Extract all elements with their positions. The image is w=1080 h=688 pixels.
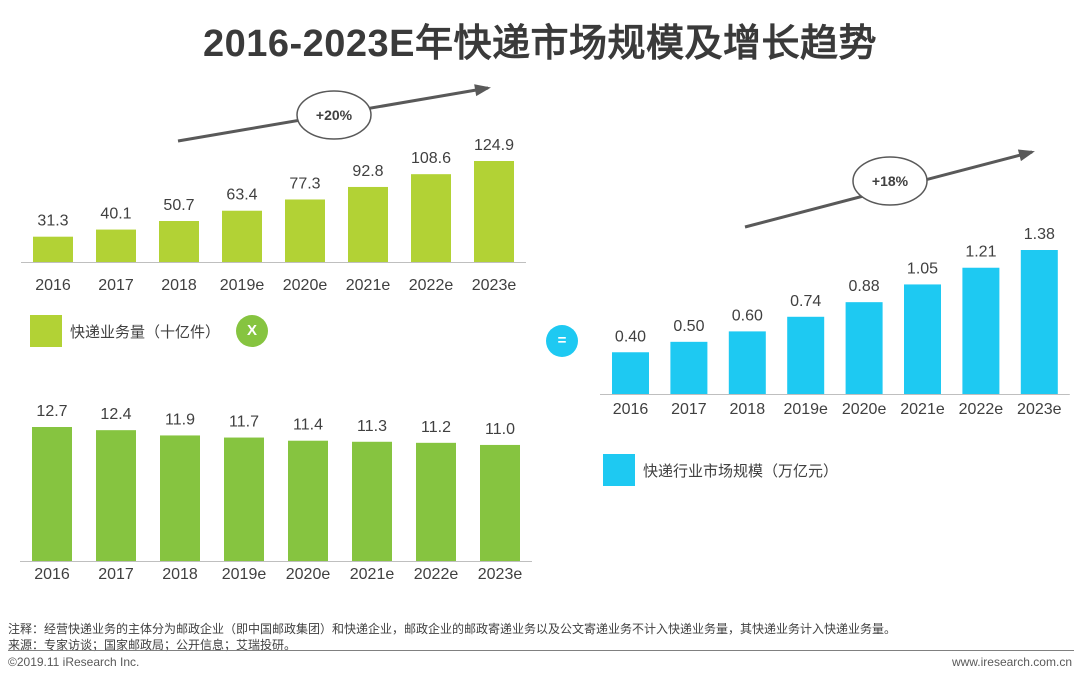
market-arrow-head xyxy=(1017,149,1035,162)
volume-value-label: 50.7 xyxy=(163,197,194,214)
volume-category-label: 2022e xyxy=(409,277,454,294)
volume-bar xyxy=(159,221,199,262)
market-category-label: 2023e xyxy=(1017,401,1062,418)
price-value-label: 11.7 xyxy=(229,414,259,431)
note-text: 注释：经营快递业务的主体分为邮政企业（即中国邮政集团）和快递企业，邮政企业的邮政… xyxy=(8,622,897,636)
volume-value-label: 92.8 xyxy=(352,163,383,180)
market-bar xyxy=(612,352,649,394)
price-value-label: 11.2 xyxy=(421,419,451,436)
footer-copyright: ©2019.11 iResearch Inc. xyxy=(8,655,140,669)
volume-value-label: 31.3 xyxy=(37,213,68,230)
price-category-label: 2019e xyxy=(222,566,267,583)
price-category-label: 2017 xyxy=(98,566,134,583)
volume-bar xyxy=(348,186,388,262)
volume-growth-badge xyxy=(296,90,372,140)
chart-title: 2016-2023E年快递市场规模及增长趋势 xyxy=(202,23,878,65)
market-bar xyxy=(1020,250,1058,394)
price-bar xyxy=(288,440,328,561)
footer-website: www.iresearch.com.cn xyxy=(951,655,1072,669)
legend-volume: 快递业务量（十亿件） xyxy=(30,315,220,347)
market-growth-label: +18% xyxy=(872,173,909,189)
volume-bar xyxy=(33,236,73,262)
volume-category-label: 2021e xyxy=(346,277,391,294)
price-bar xyxy=(96,430,136,561)
legend-market: 快递行业市场规模（万亿元） xyxy=(603,454,838,486)
volume-category-label: 2019e xyxy=(220,277,265,294)
volume-category-label: 2016 xyxy=(35,277,71,294)
price-category-label: 2021e xyxy=(350,566,395,583)
market-value-label: 0.50 xyxy=(673,318,704,335)
market-value-label: 1.05 xyxy=(907,260,938,277)
price-bar xyxy=(352,441,392,561)
market-bar xyxy=(670,341,708,394)
price-bar xyxy=(480,444,520,561)
price-category-label: 2018 xyxy=(162,566,198,583)
volume-bar xyxy=(411,174,451,262)
volume-category-label: 2020e xyxy=(283,277,328,294)
volume-value-label: 40.1 xyxy=(100,206,131,223)
market-value-label: 0.74 xyxy=(790,293,821,310)
price-bar xyxy=(160,435,200,561)
market-bar xyxy=(787,316,825,394)
volume-category-label: 2018 xyxy=(161,277,197,294)
volume-value-label: 77.3 xyxy=(289,175,320,192)
legend-market-swatch xyxy=(603,454,635,486)
volume-value-label: 108.6 xyxy=(411,150,451,167)
market-category-label: 2022e xyxy=(959,401,1004,418)
volume-bar xyxy=(222,210,262,262)
price-value-label: 12.4 xyxy=(100,406,131,423)
volume-bar xyxy=(474,161,514,262)
market-value-label: 0.60 xyxy=(732,307,763,324)
price-value-label: 11.9 xyxy=(165,411,195,428)
market-category-label: 2020e xyxy=(842,401,887,418)
price-category-label: 2023e xyxy=(478,566,523,583)
volume-bar xyxy=(285,199,325,262)
market-category-label: 2017 xyxy=(671,401,707,418)
market-category-label: 2019e xyxy=(783,401,828,418)
volume-growth-label: +20% xyxy=(316,107,353,123)
price-bar xyxy=(416,442,456,561)
footer-divider xyxy=(8,650,1074,651)
volume-bar xyxy=(96,229,136,262)
equals-operator-icon: = xyxy=(546,325,578,357)
market-growth-badge xyxy=(852,156,928,206)
market-value-label: 1.38 xyxy=(1024,226,1055,243)
price-value-label: 11.0 xyxy=(485,421,515,438)
price-value-label: 11.4 xyxy=(293,417,323,434)
market-bar xyxy=(728,331,766,394)
market-value-label: 1.21 xyxy=(965,244,996,261)
price-value-label: 11.3 xyxy=(357,418,387,435)
market-value-label: 0.40 xyxy=(615,328,646,345)
market-bar xyxy=(962,267,1000,394)
source-text: 来源：专家访谈；国家邮政局；公开信息；艾瑞投研。 xyxy=(8,638,297,652)
market-value-label: 0.88 xyxy=(849,278,880,295)
price-category-label: 2016 xyxy=(34,566,70,583)
price-category-label: 2020e xyxy=(286,566,331,583)
market-category-label: 2016 xyxy=(613,401,649,418)
volume-value-label: 124.9 xyxy=(474,137,514,154)
price-value-label: 12.7 xyxy=(36,403,67,420)
volume-category-label: 2023e xyxy=(472,277,517,294)
price-bar xyxy=(224,437,264,561)
market-category-label: 2021e xyxy=(900,401,945,418)
volume-arrow-head xyxy=(474,84,491,97)
price-bar xyxy=(32,427,72,561)
legend-volume-label: 快递业务量（十亿件） xyxy=(70,323,221,341)
volume-value-label: 63.4 xyxy=(226,187,257,204)
market-bar xyxy=(845,302,883,394)
legend-market-label: 快递行业市场规模（万亿元） xyxy=(643,462,839,480)
market-category-label: 2018 xyxy=(730,401,766,418)
price-category-label: 2022e xyxy=(414,566,459,583)
market-bar xyxy=(904,284,941,394)
legend-volume-swatch xyxy=(30,315,62,347)
volume-category-label: 2017 xyxy=(98,277,134,294)
multiply-operator-icon: X xyxy=(236,315,268,347)
